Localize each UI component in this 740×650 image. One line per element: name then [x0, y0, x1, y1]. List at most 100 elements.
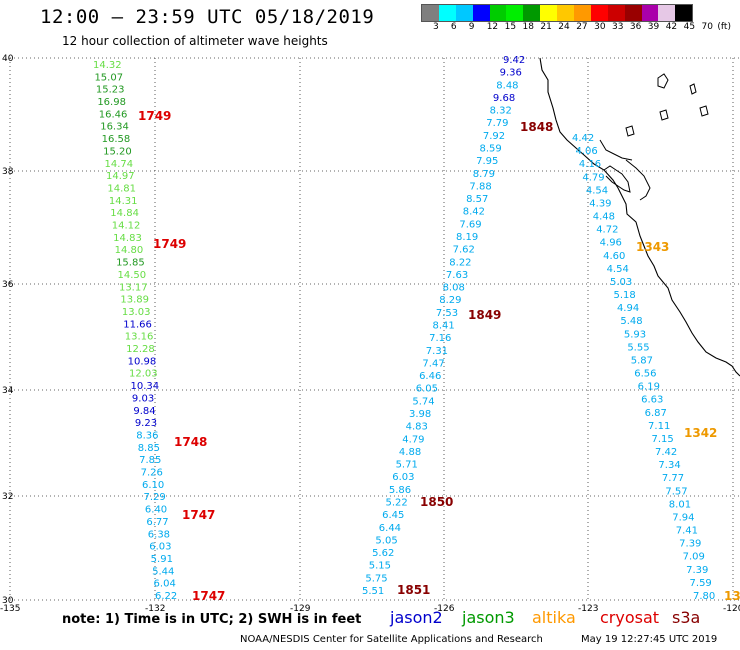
swh-value: 5.74	[412, 396, 434, 407]
swh-value: 6.40	[145, 505, 167, 516]
legend-label: 33	[612, 22, 624, 32]
swh-value: 6.44	[379, 523, 401, 534]
swh-value: 5.51	[362, 586, 384, 597]
lat-tick-label: 34	[2, 386, 14, 396]
legend-swatch	[624, 5, 642, 21]
swh-value: 7.80	[693, 591, 715, 602]
legend-label: 21	[540, 22, 552, 32]
swh-value: 9.68	[493, 93, 515, 104]
swh-value: 7.29	[143, 492, 165, 503]
legend-swatch	[472, 5, 490, 21]
swh-value: 6.10	[142, 480, 164, 491]
swh-value: 5.18	[613, 290, 635, 301]
swh-value: 14.31	[109, 196, 138, 207]
legend-label: 27	[576, 22, 588, 32]
pass-time-label: 1849	[468, 308, 501, 322]
swh-value: 7.59	[690, 578, 712, 589]
swh-value: 8.85	[138, 443, 160, 454]
satellite-name-altika: altika	[532, 608, 576, 627]
swh-value: 7.69	[459, 219, 481, 230]
swh-value: 6.05	[416, 384, 438, 395]
satellite-name-jason3: jason3	[462, 608, 515, 627]
swh-value: 6.04	[154, 579, 176, 590]
swh-value: 6.38	[148, 529, 170, 540]
swh-value: 5.91	[151, 554, 173, 565]
swh-value: 6.03	[149, 542, 171, 553]
swh-value: 6.46	[419, 371, 441, 382]
swh-value: 6.87	[645, 408, 667, 419]
swh-value: 4.94	[617, 303, 639, 314]
pass-time-label: 1747	[182, 508, 215, 522]
swh-value: 3.98	[409, 409, 431, 420]
swh-value: 6.19	[638, 382, 660, 393]
swh-value: 4.48	[593, 212, 615, 223]
swh-value: 7.92	[483, 131, 505, 142]
legend-label: 6	[450, 22, 457, 32]
lat-tick-label: 32	[2, 492, 13, 502]
swh-value: 5.71	[396, 460, 418, 471]
legend-label: 15	[504, 22, 517, 32]
legend-swatch	[607, 5, 625, 21]
lon-tick-label: -126	[434, 604, 455, 614]
lat-tick-label: 36	[2, 280, 14, 290]
swh-value: 4.42	[572, 133, 594, 144]
pass-time-label: 1748	[174, 435, 207, 449]
swh-value: 4.16	[579, 159, 601, 170]
swh-value: 9.36	[500, 68, 522, 79]
swh-value: 14.74	[105, 159, 134, 170]
swh-value: 9.42	[503, 55, 525, 66]
pass-time-label: 1749	[138, 109, 171, 123]
swh-value: 14.32	[93, 60, 122, 71]
swh-value: 6.03	[392, 472, 414, 483]
swh-value: 13.16	[125, 332, 154, 343]
swh-value: 8.08	[443, 283, 465, 294]
swh-value: 5.93	[624, 329, 646, 340]
satellite-name-jason2: jason2	[390, 608, 443, 627]
swh-value: 7.94	[672, 512, 694, 523]
swh-value: 5.86	[389, 485, 411, 496]
swh-value: 4.79	[582, 172, 604, 183]
swh-value: 7.42	[655, 447, 677, 458]
swh-value: 13.03	[122, 307, 151, 318]
swh-value: 7.39	[679, 539, 701, 550]
color-legend-labels: 3 6 9 12 15 18 21 24 27 30 33 36 39 42 45 70 (ft)	[421, 22, 731, 36]
swh-value: 7.63	[446, 270, 468, 281]
swh-value: 5.05	[375, 535, 397, 546]
swh-value: 4.54	[586, 185, 608, 196]
satellite-name-cryosat: cryosat	[600, 608, 660, 627]
legend-label: 39	[647, 22, 660, 32]
swh-value: 4.54	[607, 264, 629, 275]
lon-tick-label: -135	[0, 604, 20, 614]
swh-value: 9.84	[133, 406, 155, 417]
legend-swatch	[489, 5, 507, 21]
swh-value: 6.45	[382, 510, 404, 521]
swh-value: 13.89	[120, 295, 149, 306]
swh-value: 7.57	[665, 486, 687, 497]
swh-value: 6.77	[146, 517, 168, 528]
swh-value: 15.85	[116, 258, 145, 269]
legend-swatch	[422, 5, 439, 21]
lake-outline-4	[625, 125, 635, 137]
legend-swatch	[455, 5, 473, 21]
swh-value: 12.03	[129, 369, 158, 380]
swh-value: 14.81	[107, 183, 136, 194]
swh-value: 13.17	[119, 282, 148, 293]
swh-value: 7.79	[486, 118, 508, 129]
pass-time-label: 1747	[192, 589, 225, 603]
lat-tick-label: 40	[2, 54, 14, 64]
swh-value: 4.06	[575, 146, 597, 157]
swh-value: 5.55	[627, 342, 649, 353]
units-note: note: 1) Time is in UTC; 2) SWH is in fe…	[62, 612, 362, 627]
swh-value: 14.83	[113, 233, 142, 244]
swh-value: 10.98	[128, 356, 157, 367]
lat-tick-label: 38	[2, 167, 14, 177]
swh-value: 8.32	[490, 106, 512, 117]
swh-value: 7.85	[139, 455, 161, 466]
legend-swatch	[540, 5, 558, 21]
legend-swatch	[523, 5, 541, 21]
lake-outline-5	[659, 109, 669, 121]
pass-time-label: 1749	[153, 237, 186, 251]
swh-value: 16.46	[99, 109, 128, 120]
